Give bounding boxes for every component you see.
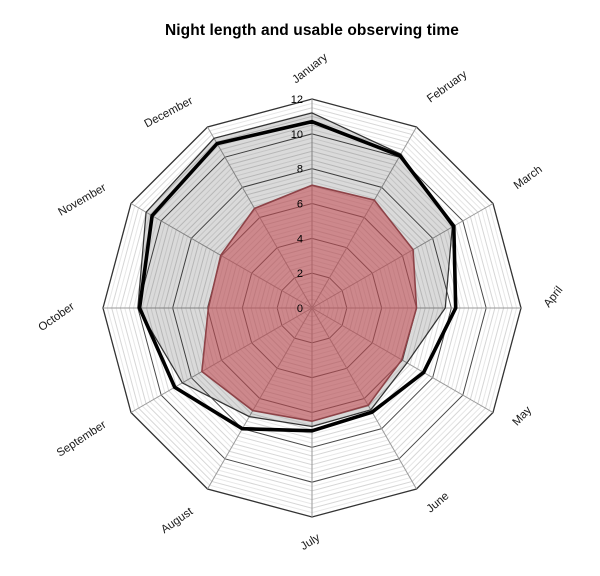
month-label-april: April (542, 284, 566, 310)
radial-tick-label: 8 (297, 164, 303, 176)
radial-tick-label: 4 (297, 233, 303, 245)
month-label-december: December (143, 95, 196, 131)
radial-tick-label: 12 (291, 94, 303, 106)
radial-tick-label: 6 (297, 199, 303, 211)
month-label-march: March (512, 164, 545, 192)
month-label-november: November (56, 182, 108, 219)
month-label-october: October (36, 301, 77, 334)
month-label-august: August (159, 505, 196, 536)
month-label-february: February (425, 68, 469, 105)
black-line-series (137, 119, 458, 433)
month-label-september: September (55, 419, 109, 460)
red-area-series (201, 184, 418, 423)
month-label-may: May (511, 404, 535, 428)
month-label-january: January (290, 51, 330, 86)
month-label-june: June (425, 490, 452, 515)
radial-tick-label: 2 (297, 268, 303, 280)
chart-title: Night length and usable observing time (164, 22, 460, 39)
radial-tick-label: 10 (291, 129, 303, 141)
month-label-july: July (299, 532, 323, 553)
radial-tick-label: 0 (297, 303, 303, 315)
